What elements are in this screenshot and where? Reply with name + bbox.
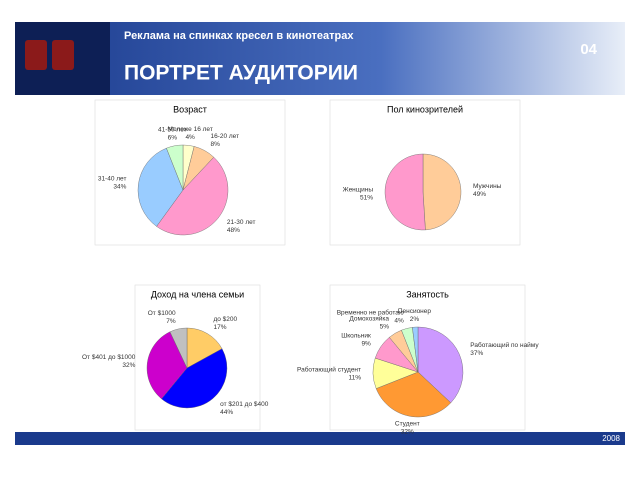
header-title: ПОРТРЕТ АУДИТОРИИ [124,62,358,85]
pie-slice [412,326,419,373]
seat-icon [52,40,74,70]
slice-label: Студент [395,421,420,428]
pie-slice [156,156,229,236]
slide-number: 04 [580,41,597,58]
slice-label: Женщины [343,186,374,193]
slice-value-label: 6% [168,135,178,142]
pie-slice [186,327,223,369]
slice-label: Моложе 16 лет [167,126,212,133]
slice-label: От $1000 [148,310,176,317]
slice-label: От $401 до $1000 [82,354,136,361]
pie-slice [375,371,452,418]
slice-value-label: 49% [473,191,486,198]
slice-value-label: 51% [360,194,373,201]
header-band [15,22,625,95]
pie-slice [384,153,426,231]
slice-label: Работающий студент [297,366,361,374]
slice-value-label: 4% [185,134,195,141]
slice-label: Временно не работаю [337,309,404,317]
slice-value-label: 11% [348,375,361,382]
slice-label: 16-20 лет [210,133,239,140]
slice-label: от $201 до $400 [220,401,269,408]
slice-value-label: 7% [166,318,176,325]
chart-title: Пол кинозрителей [387,104,463,114]
pie-slice [146,331,188,400]
header-subtitle: Реклама на спинках кресел в кинотеатрах [124,30,354,42]
slice-value-label: 5% [380,324,390,331]
chart-title: Доход на члена семьи [151,289,244,299]
slice-value-label: 17% [213,324,226,331]
slice-label: до $200 [213,316,237,323]
pie-slice [166,144,184,191]
chart-title: Занятость [406,289,449,299]
slice-label: Домохозяйка [349,315,389,323]
slice-label: Школьник [341,333,371,340]
slice-value-label: 48% [227,227,240,234]
slice-value-label: 32% [122,362,135,369]
slice-label: Работающий по найму [470,341,539,349]
slice-value-label: 44% [220,409,233,416]
slice-value-label: 4% [394,318,404,325]
slice-value-label: 37% [470,350,483,357]
pie-slice [417,326,464,404]
pie-slice [422,153,462,231]
seat-icon [25,40,47,70]
slice-value-label: 9% [361,341,371,348]
slice-label: 21-30 лет [227,219,256,226]
footer-band [15,432,625,445]
slice-value-label: 34% [113,184,126,191]
slice-label: 31-40 лет [98,176,127,183]
pie-slice [161,348,228,409]
pie-slice [137,147,184,227]
slice-label: Пенсионер [398,308,432,315]
chart-title: Возраст [173,104,207,114]
pie-slice [169,327,188,369]
slice-value-label: 32% [401,429,414,436]
slice-value-label: 2% [410,316,420,323]
slice-label: 41-50 лет [158,127,187,134]
footer-year: 2008 [602,434,620,443]
slice-label: Мужчины [473,183,502,190]
slice-value-label: 8% [210,141,220,148]
